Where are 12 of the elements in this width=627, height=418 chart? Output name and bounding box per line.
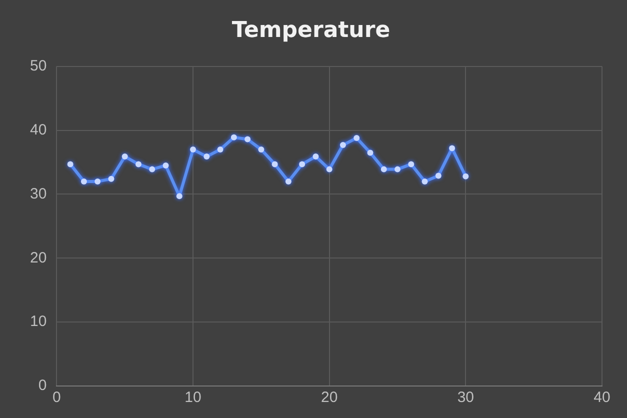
x-tick-label: 30 [457, 389, 474, 406]
y-tick-label: 50 [30, 58, 47, 75]
y-tick-label: 20 [30, 249, 47, 266]
x-tick-label: 0 [52, 389, 61, 406]
y-tick-label: 40 [30, 121, 47, 138]
chart-title: Temperature [232, 18, 390, 43]
x-tick-label: 20 [321, 389, 338, 406]
x-tick-label: 40 [594, 389, 610, 406]
y-tick-label: 10 [30, 313, 47, 330]
y-tick-label: 0 [38, 377, 47, 394]
x-tick-label: 10 [184, 389, 202, 406]
y-tick-label: 30 [30, 185, 47, 202]
